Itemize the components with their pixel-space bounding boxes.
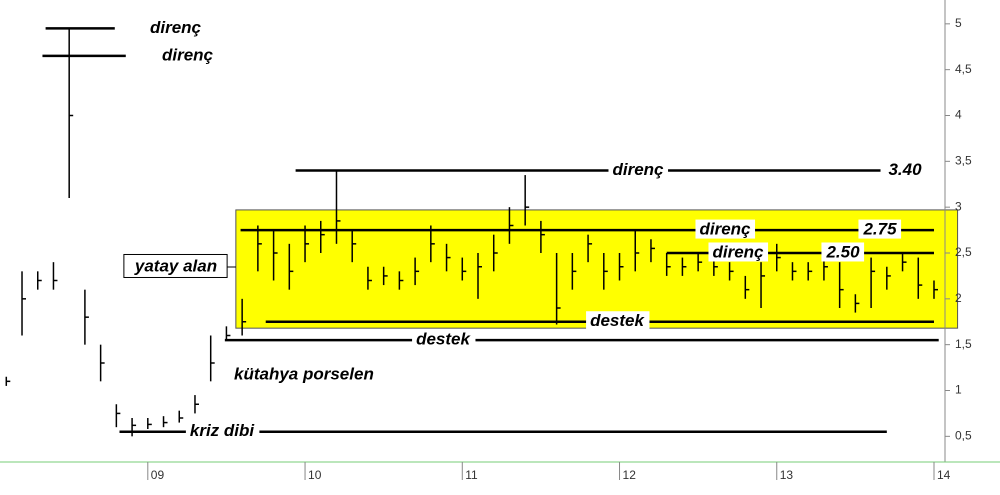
annotation-label: destek: [412, 329, 476, 349]
y-tick-label: 3: [955, 199, 962, 213]
annotation-text: kriz dibi: [190, 421, 256, 440]
annotation-label: 2.75: [858, 219, 902, 239]
y-tick-label: 0,5: [955, 429, 972, 443]
x-tick-label: 13: [780, 468, 794, 482]
x-tick-label: 12: [623, 468, 637, 482]
annotation-text: direnç: [612, 160, 664, 179]
label-bg: [608, 159, 669, 179]
label-bg: [185, 421, 260, 441]
y-tick-label: 3,5: [955, 154, 972, 168]
label-bg: [695, 219, 756, 239]
annotation-text: direnç: [699, 220, 751, 239]
y-tick-label: 1: [955, 383, 962, 397]
label-bg: [858, 219, 902, 239]
label-bg: [884, 159, 927, 179]
annotation-text: direnç: [712, 242, 764, 261]
annotation-label: direnç: [158, 45, 218, 65]
x-tick-label: 14: [937, 468, 951, 482]
annotation-label: direnç: [146, 17, 206, 37]
annotation-text: 3.40: [888, 160, 922, 179]
annotation-label: 3.40: [884, 159, 927, 179]
label-bg: [586, 311, 650, 331]
annotation-label: direnç: [708, 242, 769, 262]
label-bg: [708, 242, 769, 262]
x-tick-label: 11: [465, 468, 478, 482]
annotation-text: destek: [416, 330, 471, 349]
annotation-label: kriz dibi: [185, 421, 260, 441]
annotation-label: direnç: [695, 219, 756, 239]
note: kütahya porselen: [234, 364, 374, 383]
y-tick-label: 2: [955, 291, 962, 305]
annotation-text: direnç: [150, 18, 202, 37]
note-box: yatay alan: [123, 253, 228, 278]
y-tick-label: 5: [955, 16, 962, 30]
annotation-label: direnç: [608, 159, 669, 179]
y-tick-label: 4: [955, 108, 962, 122]
annotation-text: 2.75: [862, 220, 897, 239]
label-bg: [821, 242, 865, 262]
annotation-label: 2.50: [821, 242, 865, 262]
y-tick-label: 2,5: [955, 245, 972, 259]
x-tick-label: 10: [308, 468, 322, 482]
annotation-text: 2.50: [825, 242, 860, 261]
y-tick-label: 4,5: [955, 62, 972, 76]
note-border: [123, 253, 228, 278]
y-tick-label: 1,5: [955, 337, 972, 351]
x-tick-label: 09: [151, 468, 165, 482]
note: yatay alan: [134, 256, 217, 275]
label-bg: [158, 45, 218, 65]
label-bg: [146, 17, 206, 37]
annotation-text: direnç: [162, 45, 214, 64]
label-bg: [412, 329, 476, 349]
annotation-label: destek: [586, 311, 650, 331]
annotation-text: destek: [590, 311, 645, 330]
